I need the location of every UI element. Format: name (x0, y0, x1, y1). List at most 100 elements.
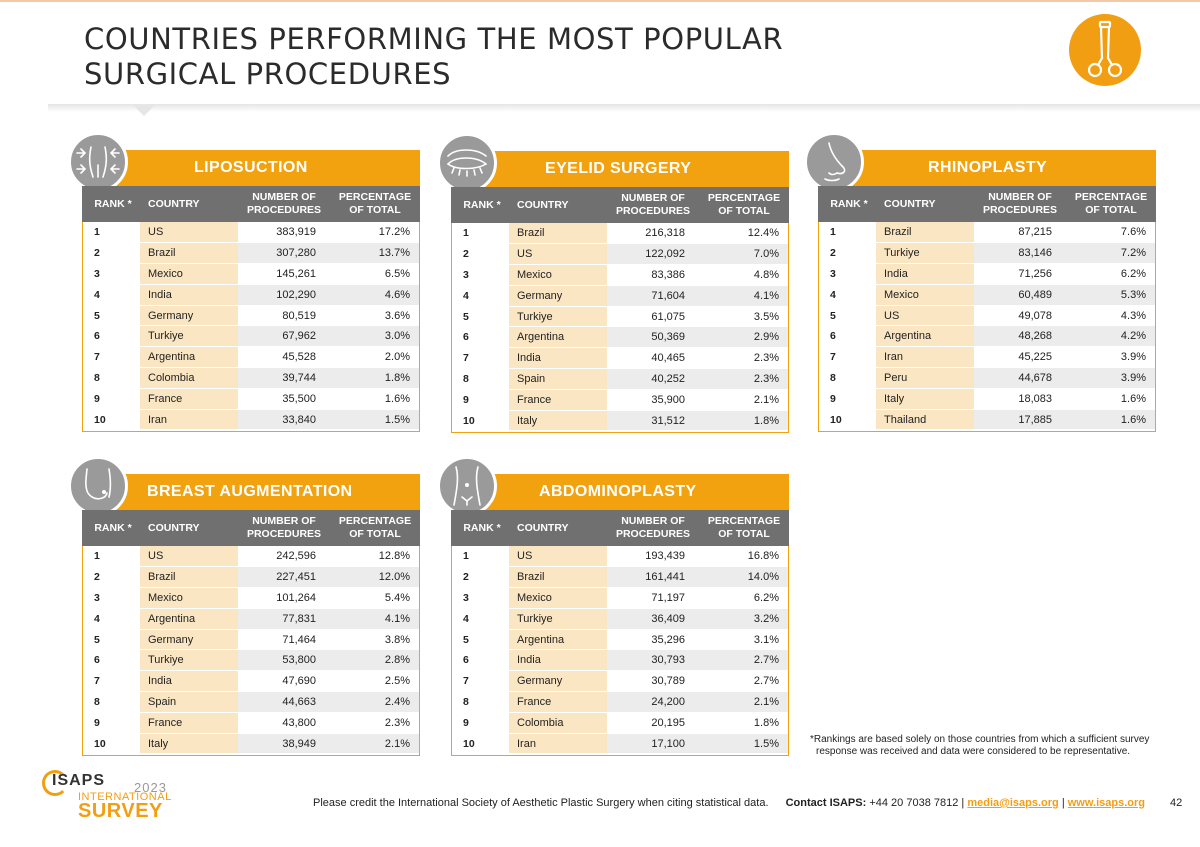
country-cell: India (876, 263, 974, 285)
number-cell: 17,885 (974, 409, 1066, 431)
table-row: 1 US 383,919 17.2% (82, 222, 420, 244)
percentage-cell: 2.4% (330, 691, 420, 713)
page-title-line-2: SURGICAL PROCEDURES (84, 57, 452, 91)
number-cell: 45,528 (238, 346, 330, 369)
table-row: 9 Italy 18,083 1.6% (818, 388, 1156, 410)
rank-cell: 10 (82, 733, 140, 755)
number-cell: 83,146 (974, 242, 1066, 265)
percentage-cell: 3.9% (1066, 367, 1156, 389)
rank-cell: 2 (451, 243, 509, 266)
country-cell: France (140, 388, 238, 410)
number-cell: 20,195 (607, 712, 699, 734)
country-cell: Argentina (140, 346, 238, 369)
rank-cell: 3 (451, 587, 509, 609)
country-cell: Mexico (140, 587, 238, 609)
table-row: 3 Mexico 71,197 6.2% (451, 587, 789, 609)
table-row: 8 Peru 44,678 3.9% (818, 367, 1156, 389)
top-rule (0, 0, 1200, 2)
contact-label: Contact ISAPS: (785, 797, 867, 809)
percentage-cell: 3.5% (699, 306, 789, 328)
number-header: NUMBER OF PROCEDURES (238, 186, 330, 222)
rank-cell: 10 (451, 733, 509, 755)
country-cell: US (876, 305, 974, 327)
percentage-cell: 7.2% (1066, 242, 1156, 265)
header-shadow (48, 104, 1200, 112)
table-row: 6 Turkiye 53,800 2.8% (82, 649, 420, 672)
number-cell: 39,744 (238, 367, 330, 389)
rank-cell: 4 (818, 284, 876, 306)
number-cell: 40,465 (607, 347, 699, 370)
country-cell: France (140, 712, 238, 734)
number-cell: 80,519 (238, 305, 330, 327)
number-cell: 122,092 (607, 243, 699, 266)
logo-year-text: 2023 (134, 780, 167, 795)
page-title-line-1: COUNTRIES PERFORMING THE MOST POPULAR (84, 22, 784, 56)
number-header-line-2: PROCEDURES (246, 204, 322, 216)
country-cell: France (509, 389, 607, 411)
country-header: COUNTRY (876, 186, 974, 222)
procedures-table: RANK * COUNTRY NUMBER OF PROCEDURES PERCE… (818, 186, 1156, 431)
website-link[interactable]: www.isaps.org (1067, 797, 1145, 809)
table-row: 5 Argentina 35,296 3.1% (451, 629, 789, 651)
percentage-cell: 7.0% (699, 243, 789, 266)
number-header: NUMBER OF PROCEDURES (238, 510, 330, 546)
isaps-survey-logo: ISAPS 2023 INTERNATIONAL SURVEY (40, 766, 180, 826)
percentage-cell: 3.1% (699, 629, 789, 651)
percentage-header: PERCENTAGE OF TOTAL (330, 186, 420, 222)
number-header-line-1: NUMBER OF (621, 192, 685, 204)
rank-header: RANK * (82, 186, 140, 222)
header-notch (132, 104, 156, 116)
panel-title: BREAST AUGMENTATION (147, 483, 353, 500)
rank-cell: 8 (818, 367, 876, 389)
table-row: 3 Mexico 101,264 5.4% (82, 587, 420, 609)
table-row: 1 US 193,439 16.8% (451, 546, 789, 568)
rank-cell: 6 (82, 325, 140, 348)
number-cell: 31,512 (607, 410, 699, 432)
rank-cell: 9 (82, 712, 140, 734)
table-row: 3 Mexico 83,386 4.8% (451, 264, 789, 286)
rank-cell: 1 (82, 546, 140, 568)
credit-text: Please credit the International Society … (313, 797, 769, 809)
table-row: 4 Mexico 60,489 5.3% (818, 284, 1156, 306)
country-cell: Argentina (509, 629, 607, 651)
number-cell: 145,261 (238, 263, 330, 285)
country-cell: France (509, 691, 607, 713)
email-link[interactable]: media@isaps.org (967, 797, 1059, 809)
rank-cell: 8 (451, 368, 509, 390)
country-cell: US (140, 222, 238, 244)
percentage-cell: 1.6% (1066, 409, 1156, 431)
percentage-cell: 2.8% (330, 649, 420, 672)
percentage-cell: 4.8% (699, 264, 789, 286)
number-header-line-1: NUMBER OF (252, 515, 316, 527)
phone-number: +44 20 7038 7812 (869, 797, 959, 809)
panel-banner (451, 474, 789, 510)
rank-cell: 1 (818, 222, 876, 244)
country-cell: Brazil (140, 566, 238, 589)
table-row: 6 India 30,793 2.7% (451, 649, 789, 672)
country-cell: Colombia (140, 367, 238, 389)
rank-cell: 6 (451, 326, 509, 349)
percentage-cell: 4.1% (330, 608, 420, 630)
country-cell: Peru (876, 367, 974, 389)
country-cell: Turkiye (509, 608, 607, 630)
number-cell: 383,919 (238, 222, 330, 244)
procedures-table: RANK * COUNTRY NUMBER OF PROCEDURES PERCE… (82, 186, 420, 431)
rank-cell: 4 (451, 608, 509, 630)
rank-cell: 3 (818, 263, 876, 285)
number-cell: 102,290 (238, 284, 330, 306)
panel-title: ABDOMINOPLASTY (539, 483, 697, 500)
rank-cell: 10 (82, 409, 140, 431)
rank-cell: 4 (82, 284, 140, 306)
country-cell: US (509, 546, 607, 568)
table-header-row: RANK * COUNTRY NUMBER OF PROCEDURES PERCE… (451, 510, 789, 546)
country-header: COUNTRY (509, 187, 607, 223)
country-cell: Turkiye (140, 649, 238, 672)
percentage-cell: 1.8% (699, 410, 789, 432)
rank-header: RANK * (451, 510, 509, 546)
country-cell: Brazil (509, 566, 607, 589)
table-row: 10 Iran 33,840 1.5% (82, 409, 420, 431)
rank-cell: 5 (451, 306, 509, 328)
country-cell: US (509, 243, 607, 266)
percentage-cell: 14.0% (699, 566, 789, 589)
table-row: 9 Colombia 20,195 1.8% (451, 712, 789, 734)
